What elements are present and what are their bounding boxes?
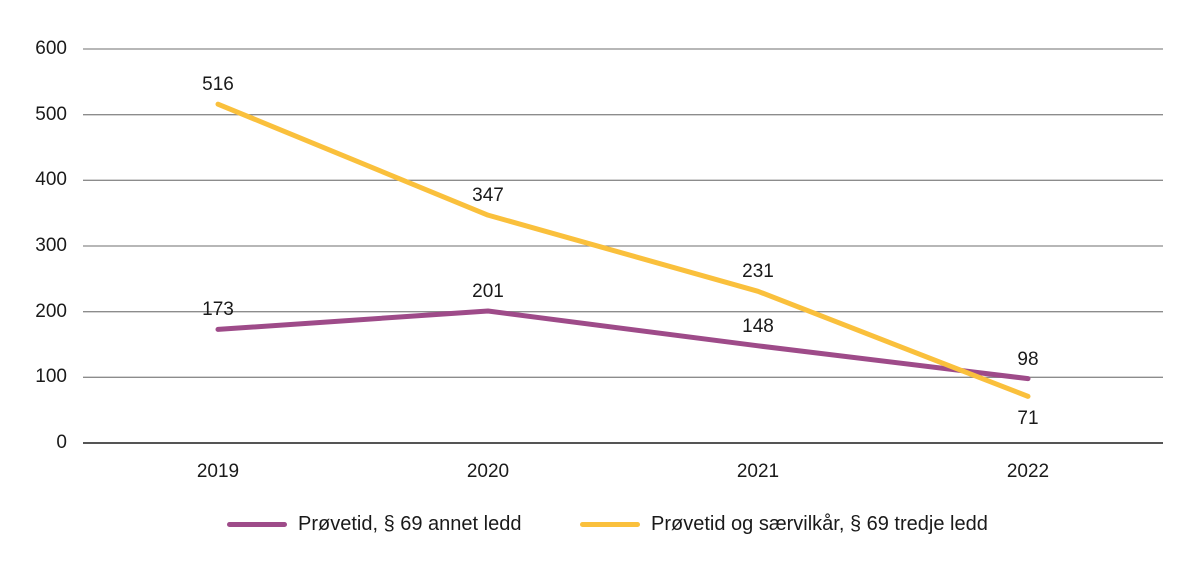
legend-label: Prøvetid og særvilkår, § 69 tredje ledd xyxy=(651,513,988,535)
y-tick-label: 300 xyxy=(35,235,67,256)
data-label: 148 xyxy=(742,315,774,337)
data-label: 98 xyxy=(1017,348,1039,370)
x-tick-label: 2019 xyxy=(196,461,240,482)
data-label: 516 xyxy=(202,74,234,96)
y-tick-label: 200 xyxy=(35,300,67,322)
legend-item-provetid-annet-ledd: Prøvetid, § 69 annet ledd xyxy=(227,512,521,536)
y-tick-label: 0 xyxy=(56,432,67,453)
y-tick-label: 500 xyxy=(35,103,67,125)
series-line-0 xyxy=(215,308,1031,382)
data-label: 347 xyxy=(472,185,504,207)
legend-swatch-purple-icon xyxy=(227,521,287,527)
x-tick-label: 2020 xyxy=(466,461,510,482)
legend-label: Prøvetid, § 69 annet ledd xyxy=(298,513,522,535)
series-line-1 xyxy=(215,101,1031,399)
x-tick-label: 2022 xyxy=(1006,461,1050,482)
data-label: 231 xyxy=(742,261,774,283)
y-tick-label: 100 xyxy=(35,366,67,388)
data-label: 71 xyxy=(1017,408,1039,430)
data-label: 201 xyxy=(472,281,504,302)
legend-swatch-yellow-icon xyxy=(580,521,640,527)
y-tick-label: 400 xyxy=(35,169,67,191)
y-tick-label: 600 xyxy=(35,38,67,59)
x-tick-label: 2021 xyxy=(736,461,780,482)
legend-item-provetid-saervilkar-tredje-ledd: Prøvetid og særvilkår, § 69 tredje ledd xyxy=(580,512,988,536)
data-label: 173 xyxy=(202,299,234,321)
